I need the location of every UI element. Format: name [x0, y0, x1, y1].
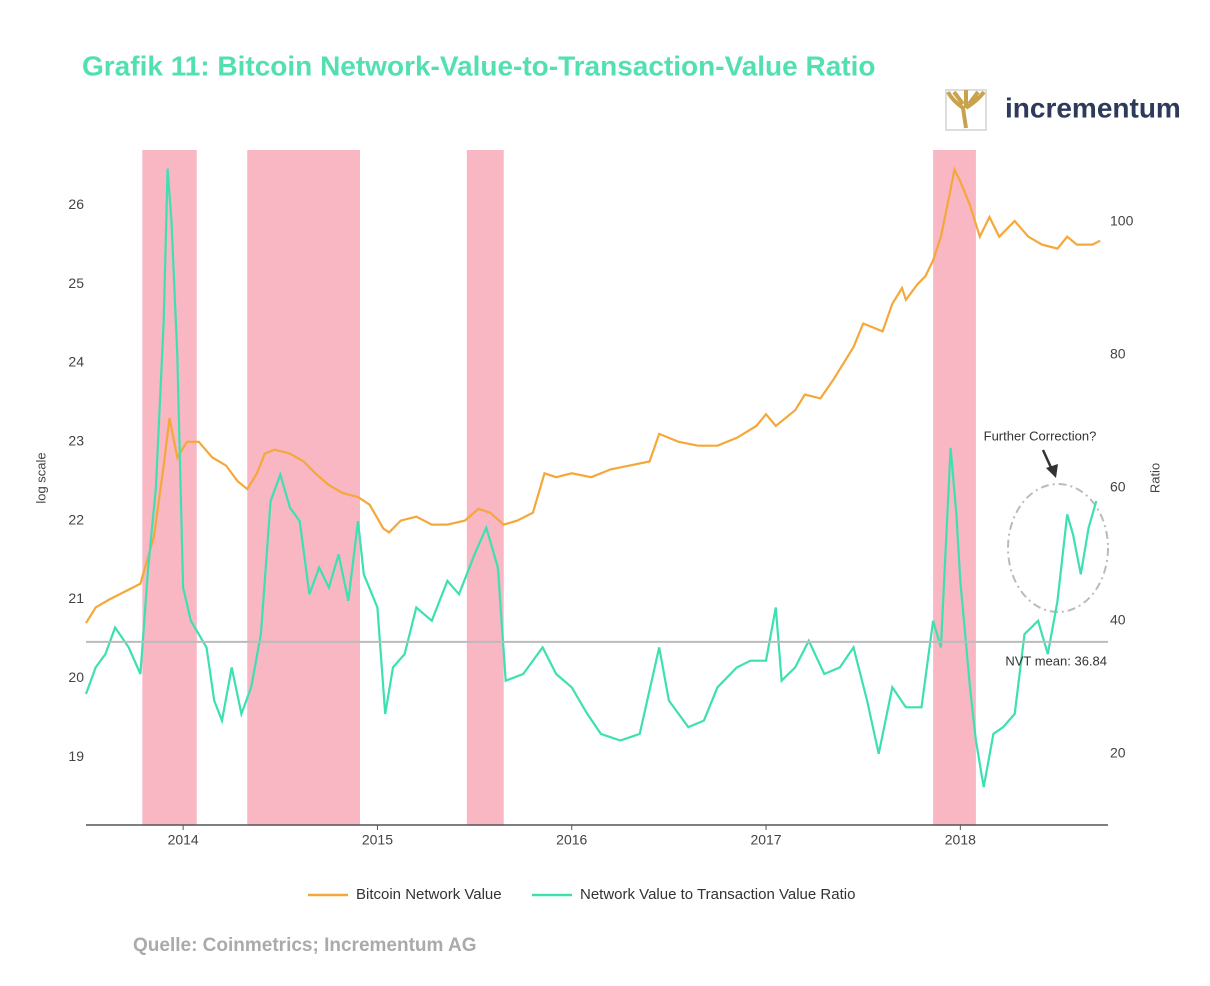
annotation: Further Correction?	[984, 428, 1097, 443]
y2-tick-label: 40	[1110, 612, 1126, 628]
legend-label: Network Value to Transaction Value Ratio	[580, 886, 855, 903]
x-tick-label: 2015	[362, 832, 393, 848]
x-tick-label: 2018	[945, 832, 976, 848]
y-tick-label: 26	[68, 196, 84, 212]
series-line	[84, 168, 1098, 788]
x-tick-label: 2017	[750, 832, 781, 848]
y2-axis-label: Ratio	[1147, 463, 1162, 493]
highlight-region	[142, 150, 197, 825]
highlight-region	[466, 150, 504, 825]
y2-tick-label: 20	[1110, 745, 1126, 761]
logo-icon	[945, 89, 987, 131]
y-tick-label: 24	[68, 354, 84, 370]
logo-text: incrementum	[1005, 92, 1181, 123]
x-tick-label: 2014	[168, 832, 199, 848]
y-tick-label: 20	[68, 669, 84, 685]
y2-tick-label: 80	[1110, 346, 1126, 362]
y-tick-label: 25	[68, 275, 84, 291]
series-line	[85, 166, 1101, 624]
y-tick-label: 21	[68, 590, 84, 606]
y2-tick-label: 60	[1110, 479, 1126, 495]
chart-title: Grafik 11: Bitcoin Network-Value-to-Tran…	[82, 50, 876, 81]
annotation-arrowhead	[1046, 464, 1058, 478]
highlight-region	[247, 150, 360, 825]
y-tick-label: 23	[68, 432, 84, 448]
y-tick-label: 22	[68, 511, 84, 527]
y-axis-label: log scale	[33, 452, 48, 503]
y-tick-label: 19	[68, 748, 84, 764]
x-tick-label: 2016	[556, 832, 587, 848]
mean-label: NVT mean: 36.84	[1005, 653, 1107, 668]
legend-label: Bitcoin Network Value	[356, 886, 502, 903]
annotation-ellipse	[1007, 483, 1109, 613]
source: Quelle: Coinmetrics; Incrementum AG	[133, 935, 476, 956]
y2-tick-label: 100	[1110, 213, 1134, 229]
